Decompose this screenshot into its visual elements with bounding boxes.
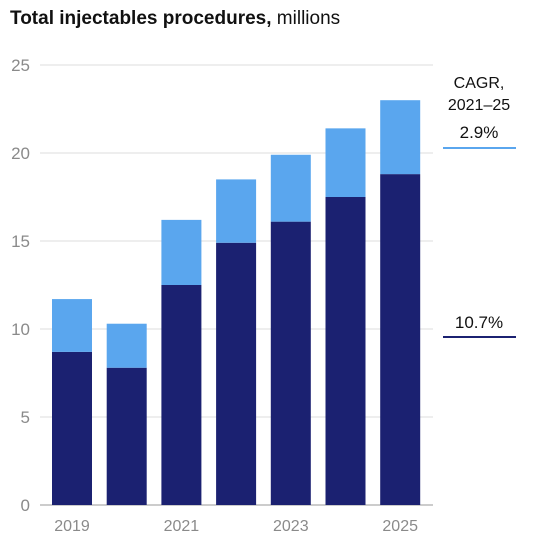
x-axis-ticks: 2019 2021 2023 2025 (54, 518, 418, 535)
bars (52, 100, 421, 505)
x-tick-label: 2023 (273, 518, 309, 535)
x-tick-label: 2025 (382, 518, 418, 535)
x-tick-label: 2021 (164, 518, 200, 535)
y-axis-ticks: 0 5 10 15 20 25 (11, 56, 30, 515)
bar-segment-dark (270, 221, 311, 505)
bar-segment-dark (216, 242, 257, 505)
bar-segment-light (325, 128, 366, 197)
y-tick-label: 0 (21, 496, 30, 515)
x-tick-label: 2019 (54, 518, 90, 535)
cagr-header-line1: CAGR, (454, 75, 505, 92)
bar-segment-light (161, 219, 202, 285)
bar-segment-light (270, 154, 311, 222)
bar-segment-dark (52, 351, 92, 505)
y-tick-label: 15 (11, 232, 30, 251)
y-tick-label: 25 (11, 56, 30, 75)
bar-segment-dark (161, 285, 202, 505)
y-tick-label: 5 (21, 408, 30, 427)
cagr-light-value: 2.9% (460, 123, 499, 142)
cagr-header-line2: 2021–25 (448, 97, 510, 114)
bar-segment-light (52, 299, 92, 352)
y-tick-label: 10 (11, 320, 30, 339)
chart-title-bold: Total injectables procedures, (10, 8, 272, 29)
bar-segment-light (380, 100, 421, 175)
cagr-annotation: CAGR, 2021–25 2.9% 10.7% (443, 75, 516, 338)
y-tick-label: 20 (11, 144, 30, 163)
bar-segment-dark (106, 367, 147, 505)
bar-segment-light (216, 179, 257, 243)
chart-title: Total injectables procedures, millions (10, 8, 340, 30)
cagr-dark-value: 10.7% (455, 313, 503, 332)
bar-segment-dark (325, 197, 366, 505)
bar-segment-light (106, 323, 147, 368)
bar-segment-dark (380, 174, 421, 505)
chart-title-unit: millions (271, 8, 341, 29)
